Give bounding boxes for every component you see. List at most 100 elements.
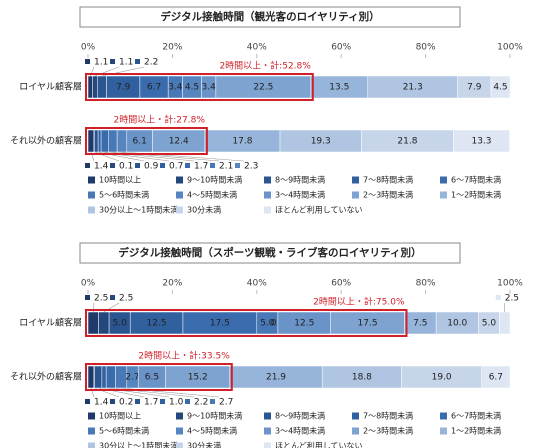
label-marker xyxy=(160,163,165,168)
value-label: 4.5 xyxy=(185,83,199,93)
value-label: 1.7 xyxy=(144,398,158,408)
callout: 2時間以上・計:75.0% xyxy=(313,296,405,308)
bar-segment xyxy=(101,365,107,389)
bar-segment xyxy=(98,311,110,335)
legend-label: 5～6時間未満 xyxy=(99,426,149,436)
bar-segment xyxy=(490,75,511,99)
bar-segment xyxy=(87,129,95,153)
legend-swatch xyxy=(352,191,359,199)
value-label: 7.5 xyxy=(413,319,427,329)
label-marker xyxy=(110,163,115,168)
legend-label: 7～8時間未満 xyxy=(363,175,413,185)
label-marker xyxy=(210,163,215,168)
legend-swatch xyxy=(176,206,183,214)
x-tick-label: 100% xyxy=(497,43,523,53)
legend-label: 1～2時間未満 xyxy=(451,190,501,200)
callout: 2時間以上・計:52.8% xyxy=(219,60,311,72)
bar-segment xyxy=(94,365,103,389)
label-marker xyxy=(135,59,140,64)
legend-swatch xyxy=(176,427,183,435)
value-label: 2.1 xyxy=(219,162,233,172)
label-marker xyxy=(135,163,140,168)
legend-label: 30分以上～1時間未満 xyxy=(99,441,178,448)
legend-label: 3～4時間未満 xyxy=(275,190,325,200)
highlight-box xyxy=(85,127,208,155)
value-label: 1.4 xyxy=(94,162,109,172)
value-label: 13.3 xyxy=(471,137,491,147)
value-label: 17.5 xyxy=(210,319,230,329)
value-label: 15.2 xyxy=(188,373,208,383)
legend-label: 4～5時間未満 xyxy=(187,426,237,436)
label-marker xyxy=(495,295,501,300)
legend-swatch xyxy=(352,412,359,420)
label-marker xyxy=(85,295,90,300)
legend-label: 6～7時間未満 xyxy=(451,411,501,421)
legend-swatch xyxy=(352,176,359,184)
bar-segment xyxy=(92,75,98,99)
value-label: 1.7 xyxy=(194,162,208,172)
chart-title: デジタル接触時間（観光客のロイヤリティ別） xyxy=(160,10,379,23)
label-marker xyxy=(185,163,190,168)
x-tick-label: 20% xyxy=(162,43,182,53)
bar-segment xyxy=(94,129,99,153)
label-marker xyxy=(110,59,115,64)
value-label: 2.2 xyxy=(144,58,158,68)
legend-label: 30分未満 xyxy=(187,205,221,215)
bar-segment xyxy=(87,365,95,389)
bar-segment xyxy=(481,365,511,389)
bar-segment xyxy=(97,129,102,153)
legend-swatch xyxy=(176,442,183,448)
value-label: 17.5 xyxy=(358,319,378,329)
title-box xyxy=(79,242,461,264)
label-marker xyxy=(185,399,190,404)
value-label: 12.5 xyxy=(147,319,167,329)
value-label: 2.7 xyxy=(219,398,233,408)
legend-label: 7～8時間未満 xyxy=(363,411,413,421)
legend-label: 30分以上～1時間未満 xyxy=(99,205,178,215)
value-label: 6.7 xyxy=(147,83,161,93)
label-marker xyxy=(85,59,90,64)
legend-swatch xyxy=(440,412,447,420)
legend-swatch xyxy=(176,412,183,420)
label-marker xyxy=(85,399,90,404)
legend-swatch xyxy=(264,442,271,448)
x-tick-label: 40% xyxy=(247,279,267,289)
legend-label: 2～3時間未満 xyxy=(363,190,413,200)
value-label: 18.8 xyxy=(352,373,372,383)
value-label: 4.5 xyxy=(493,83,507,93)
value-label: 21.3 xyxy=(403,83,423,93)
legend-swatch xyxy=(264,427,271,435)
legend-swatch xyxy=(88,206,95,214)
legend-swatch xyxy=(176,191,183,199)
x-tick-label: 40% xyxy=(247,43,267,53)
value-label: 2.3 xyxy=(244,162,258,172)
value-label: 2.7 xyxy=(125,373,139,383)
x-tick-label: 100% xyxy=(497,279,523,289)
legend-swatch xyxy=(440,191,447,199)
label-marker xyxy=(110,295,115,300)
value-label: 10.0 xyxy=(447,319,467,329)
value-label: 2.2 xyxy=(194,398,208,408)
value-label: 0.1 xyxy=(119,162,133,172)
value-label: 2.5 xyxy=(505,294,519,304)
x-tick-label: 80% xyxy=(416,43,436,53)
legend-swatch xyxy=(264,412,271,420)
value-label: 0.9 xyxy=(144,162,159,172)
bar-segment xyxy=(499,311,511,335)
x-tick-label: 0% xyxy=(81,279,96,289)
value-label: 6.1 xyxy=(133,137,147,147)
highlight-box xyxy=(85,73,314,101)
category-label: それ以外の顧客層 xyxy=(10,135,82,147)
legend-label: 4～5時間未満 xyxy=(187,190,237,200)
legend-swatch xyxy=(88,412,95,420)
category-label: ロイヤル顧客層 xyxy=(19,317,82,329)
legend-swatch xyxy=(264,206,271,214)
category-label: ロイヤル顧客層 xyxy=(19,81,82,93)
legend-label: 10時間以上 xyxy=(99,176,141,185)
value-label: 3.4 xyxy=(202,83,217,93)
x-tick-label: 20% xyxy=(162,279,182,289)
label-marker xyxy=(85,163,90,168)
legend-swatch xyxy=(352,427,359,435)
bar-segment xyxy=(105,365,116,389)
